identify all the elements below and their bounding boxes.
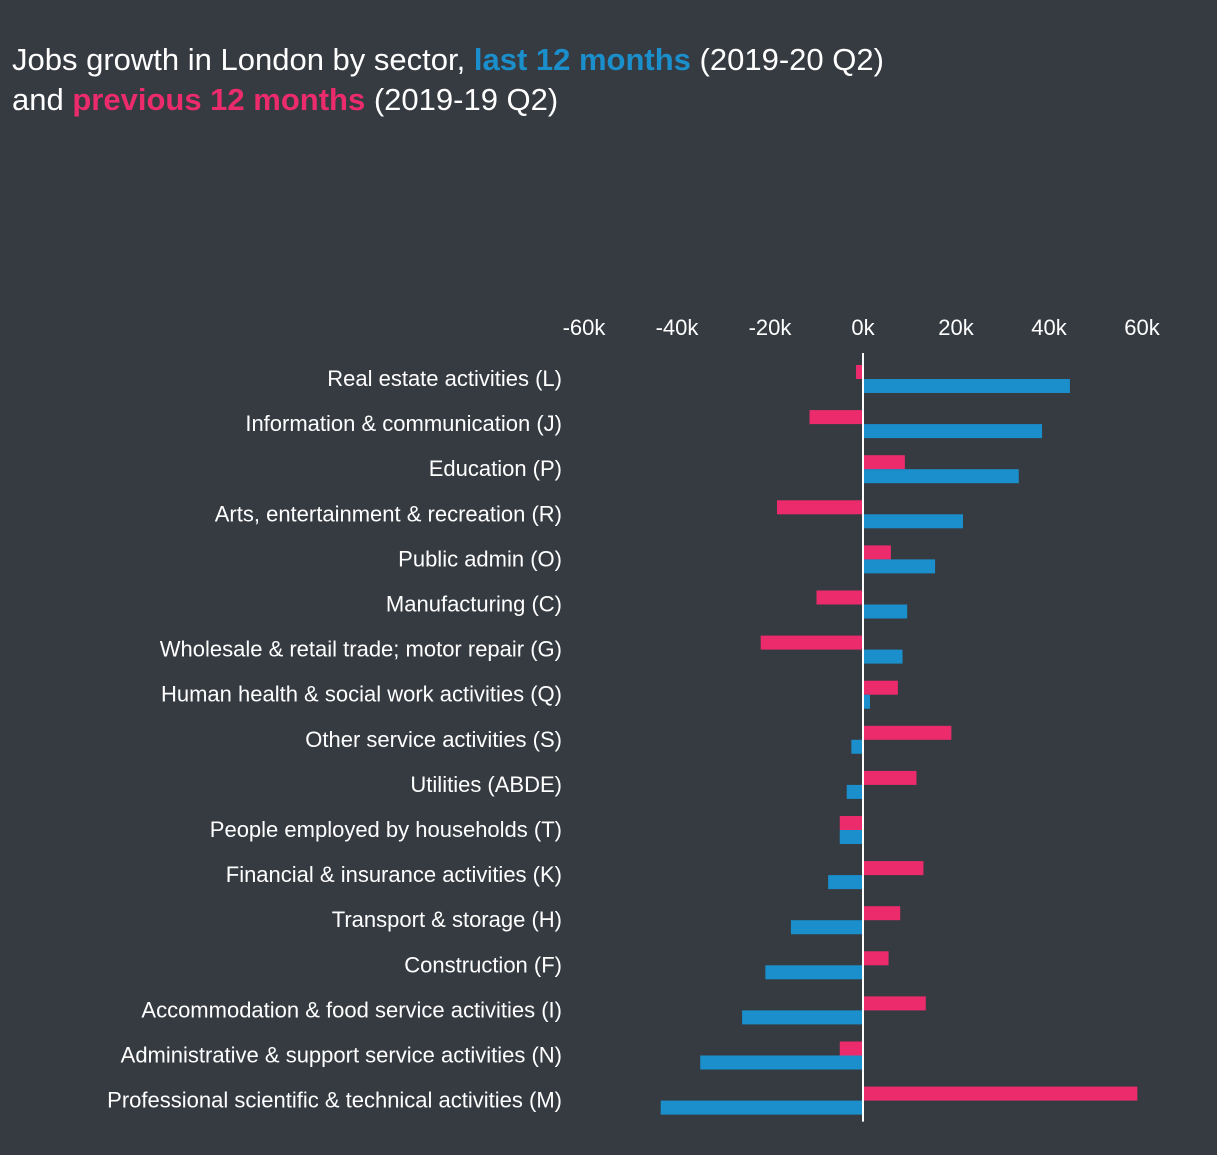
bar-previous-12-months xyxy=(776,500,863,515)
title-highlight-previous-12-months: previous 12 months xyxy=(72,82,366,117)
bar-previous-12-months xyxy=(760,635,863,650)
x-tick-label: -40k xyxy=(656,315,700,340)
bar-previous-12-months xyxy=(863,1086,1138,1101)
bar-last-12-months xyxy=(863,424,1043,439)
x-tick-label: 20k xyxy=(938,315,974,340)
category-label: Transport & storage (H) xyxy=(332,907,562,932)
bar-previous-12-months xyxy=(856,365,863,379)
chart-title: Jobs growth in London by sector, last 12… xyxy=(12,40,884,120)
bar-previous-12-months xyxy=(863,680,898,695)
category-label: Utilities (ABDE) xyxy=(410,772,562,797)
bar-previous-12-months xyxy=(863,545,891,560)
bar-last-12-months xyxy=(790,920,863,935)
x-tick-label: -20k xyxy=(749,315,793,340)
bar-previous-12-months xyxy=(816,590,863,605)
bar-last-12-months xyxy=(863,469,1019,484)
bar-previous-12-months xyxy=(809,410,863,425)
category-label: Administrative & support service activit… xyxy=(121,1043,562,1068)
bar-previous-12-months xyxy=(839,816,863,830)
bar-last-12-months xyxy=(839,830,863,844)
x-tick-label: -60k xyxy=(563,315,607,340)
bar-previous-12-months xyxy=(839,1041,863,1056)
title-part-4: (2019-19 Q2) xyxy=(373,82,559,117)
bar-previous-12-months xyxy=(863,906,901,921)
bar-last-12-months xyxy=(863,694,870,709)
category-label: Arts, entertainment & recreation (R) xyxy=(215,501,562,526)
category-label: Public admin (O) xyxy=(398,546,562,571)
bar-previous-12-months xyxy=(863,770,917,785)
title-line-2: and previous 12 months (2019-19 Q2) xyxy=(12,80,884,120)
category-label: Accommodation & food service activities … xyxy=(141,997,562,1022)
bar-last-12-months xyxy=(863,649,903,664)
title-part-2: (2019-20 Q2) xyxy=(699,42,884,77)
category-label: Construction (F) xyxy=(404,952,562,977)
category-label: Wholesale & retail trade; motor repair (… xyxy=(160,637,562,662)
bar-last-12-months xyxy=(660,1100,863,1115)
bar-last-12-months xyxy=(863,604,908,619)
category-label: Information & communication (J) xyxy=(245,411,562,436)
bar-last-12-months xyxy=(742,1010,863,1025)
title-part-1: Jobs growth in London by sector, xyxy=(12,42,466,77)
x-tick-label: 0k xyxy=(851,315,875,340)
category-label: People employed by households (T) xyxy=(210,817,562,842)
category-label: Manufacturing (C) xyxy=(386,592,562,617)
category-label: Real estate activities (L) xyxy=(327,366,562,391)
category-label: Other service activities (S) xyxy=(305,727,562,752)
x-tick-label: 60k xyxy=(1124,315,1160,340)
bar-last-12-months xyxy=(851,739,863,754)
bar-previous-12-months xyxy=(863,725,952,740)
title-highlight-last-12-months: last 12 months xyxy=(473,42,691,77)
title-line-1: Jobs growth in London by sector, last 12… xyxy=(12,40,884,80)
title-part-3: and xyxy=(12,82,64,117)
category-label: Professional scientific & technical acti… xyxy=(107,1088,562,1113)
bar-last-12-months xyxy=(863,514,963,529)
category-label: Education (P) xyxy=(429,456,562,481)
bar-last-12-months xyxy=(863,379,1070,393)
bar-previous-12-months xyxy=(863,951,889,966)
bar-last-12-months xyxy=(828,875,863,890)
bar-previous-12-months xyxy=(863,861,924,876)
category-label: Financial & insurance activities (K) xyxy=(226,862,562,887)
bar-previous-12-months xyxy=(863,996,926,1011)
bar-previous-12-months xyxy=(863,455,905,470)
bar-last-12-months xyxy=(765,965,863,980)
category-label: Human health & social work activities (Q… xyxy=(161,682,562,707)
bar-last-12-months xyxy=(700,1055,863,1070)
x-tick-label: 40k xyxy=(1031,315,1067,340)
bar-last-12-months xyxy=(846,784,863,799)
bar-last-12-months xyxy=(863,559,936,574)
